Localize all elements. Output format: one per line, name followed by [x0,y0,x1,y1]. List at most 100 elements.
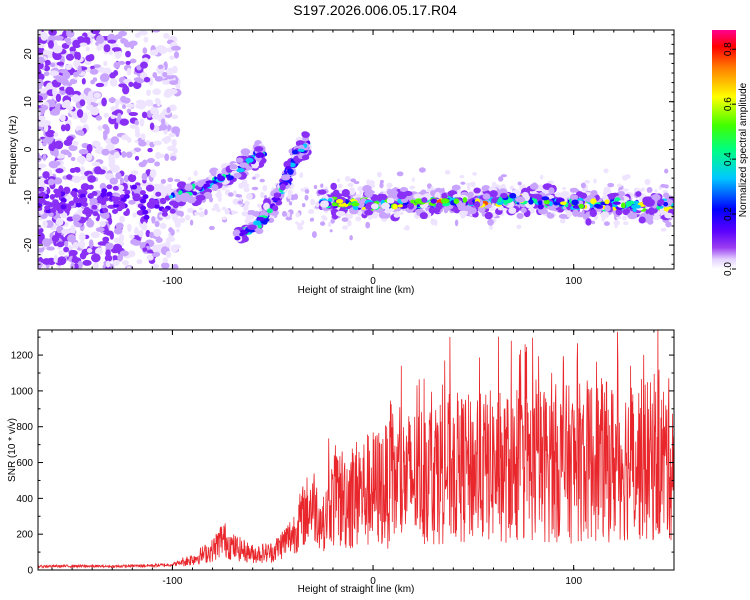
spectral-blob [247,224,257,230]
spectral-blob [109,72,117,79]
spectral-blob [399,187,408,193]
spectral-blob [140,61,148,69]
spectral-blob [52,203,59,209]
spectral-blob [470,181,476,188]
spectral-blob [543,199,550,205]
spectral-blob [102,236,110,243]
y-tick-label: 800 [16,422,33,433]
snr-frame [37,329,675,571]
spectral-blob [103,112,109,118]
spectral-blob [154,229,161,237]
spectral-blob [123,211,130,216]
spectral-blob [95,82,105,88]
spectral-blob [313,184,318,190]
spectral-blob [115,99,120,108]
spectral-blob [221,216,227,221]
spectral-blob [55,103,61,110]
spectral-blob [465,182,473,186]
spectral-blob [516,212,524,219]
spectral-blob [142,247,148,252]
spectral-blob [584,179,591,184]
spectral-blob [71,94,80,103]
spectral-blob [55,217,64,226]
spectral-blob [66,174,73,180]
spectral-blob [356,200,365,208]
spectral-blob [404,224,410,231]
spectral-blob [309,218,314,222]
spectral-blob [126,108,132,114]
spectral-blob [56,241,65,248]
spectral-blob [578,203,585,209]
spectral-blob [516,224,522,230]
spectral-blob [142,159,148,165]
spectral-blob [169,80,179,85]
spectral-blob [379,182,384,189]
spectral-blob [377,171,382,178]
spectral-blob [143,36,149,43]
spectral-blob [593,178,597,184]
spectral-blob [102,207,109,213]
spectral-blob [128,199,136,205]
spectral-blob [271,196,281,202]
spectral-blob [389,189,399,198]
spectral-blob [72,241,79,249]
spectral-blob [457,204,467,211]
spectral-blob [168,132,176,138]
spectral-blob [127,173,137,183]
spectral-blob [95,115,103,121]
spectral-blob [492,213,497,218]
spectral-blob [590,190,598,196]
spectral-blob [646,187,653,193]
spectral-blob [44,205,51,211]
spectral-blob [462,196,468,203]
spectral-blob [69,225,76,234]
spectral-blob [259,178,265,183]
spectral-blob [60,149,70,156]
spectral-blob [38,95,44,102]
spectral-blob [91,161,101,167]
spectral-blob [123,193,130,199]
spectral-blob [78,232,86,242]
spectral-blob [327,198,333,203]
spectral-blob [70,156,76,162]
spectral-blob [558,213,568,219]
spectral-blob [143,76,151,83]
colorbar-tick-label: 0.4 [723,152,734,166]
spectral-blob [67,234,76,243]
spectral-blob [615,208,623,216]
spectral-blob [304,194,309,201]
spectral-blob [154,161,161,167]
y-tick-label: 600 [16,458,33,469]
spectral-blob [295,221,299,225]
spectral-blob [139,190,146,196]
spectral-blob [38,230,43,235]
spectral-blob [273,192,281,199]
spectral-blob [430,198,438,204]
spectral-blob [70,190,77,196]
spectral-blob [119,215,126,223]
spectral-blob [62,71,71,80]
spectral-blob [129,124,139,129]
spectral-blob [107,39,117,44]
spectral-blob [419,212,428,220]
spectral-blob [131,184,138,190]
spectral-blob [81,78,86,85]
spectral-blob [38,177,47,187]
spectral-blob [262,184,268,192]
spectral-blob [167,88,178,95]
spectral-blob [489,190,498,198]
spectral-blob [290,194,296,201]
spectral-blob [42,171,50,179]
spectral-blob [162,79,171,85]
spectral-blob [112,255,119,262]
spectral-blob [414,198,423,204]
spectral-blob [635,191,642,197]
spectral-blob [115,172,122,180]
spectral-blob [458,210,468,216]
spectral-blob [123,174,130,183]
x-tick-label: 0 [370,576,376,587]
colorbar-tick-label: 0.6 [723,97,734,111]
spectral-blob [260,191,265,199]
spectral-blob [38,236,43,245]
spectral-blob [128,111,139,117]
